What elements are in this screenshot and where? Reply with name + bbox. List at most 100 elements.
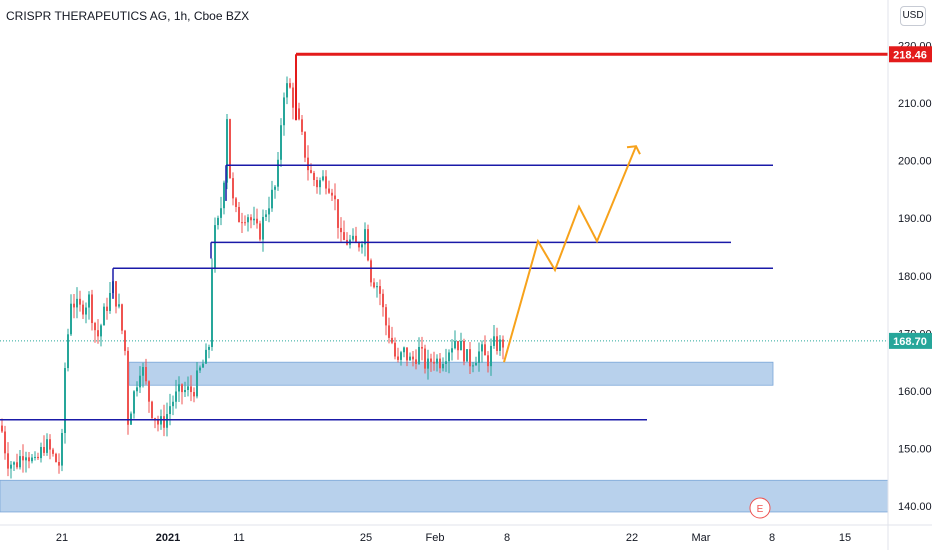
- candle-body: [85, 307, 87, 315]
- candle-body: [139, 375, 141, 388]
- candle-body: [211, 267, 213, 347]
- x-tick-label: 8: [504, 532, 510, 544]
- candle-body: [13, 462, 15, 465]
- candle-body: [478, 351, 480, 363]
- candle-body: [415, 359, 417, 364]
- candle-body: [280, 125, 282, 160]
- candle-body: [490, 345, 492, 367]
- zone-layer: [0, 361, 889, 513]
- candle-body: [148, 381, 150, 402]
- candle-body: [79, 298, 81, 305]
- candle-body: [7, 453, 9, 469]
- x-tick-label: 8: [769, 532, 775, 544]
- candle-body: [340, 227, 342, 233]
- candle-body: [292, 87, 294, 108]
- candle-body: [394, 342, 396, 357]
- candle-body: [34, 456, 36, 458]
- candle-body: [232, 178, 234, 199]
- x-tick-label: 11: [233, 532, 244, 544]
- candle-body: [10, 464, 12, 469]
- candle-body: [427, 358, 429, 369]
- candle-body: [358, 242, 360, 248]
- candle-body: [184, 389, 186, 393]
- candle-body: [442, 363, 444, 369]
- candle-body: [226, 119, 228, 183]
- x-tick-label: Mar: [692, 532, 711, 544]
- candle-body: [286, 83, 288, 98]
- candle-body: [328, 188, 330, 193]
- candle-body: [373, 282, 375, 288]
- candle-body: [253, 218, 255, 221]
- candle-body: [223, 182, 225, 209]
- y-tick-label: 150.00: [898, 444, 932, 456]
- candle-body: [229, 119, 231, 179]
- candle-body: [367, 229, 369, 261]
- candle-body: [58, 461, 60, 466]
- candle-body: [403, 347, 405, 353]
- candle-body: [28, 457, 30, 462]
- x-tick-label: 2021: [156, 532, 180, 544]
- candle-body: [370, 260, 372, 283]
- candle-body: [289, 83, 291, 88]
- candle-body: [361, 244, 363, 248]
- currency-button[interactable]: USD: [900, 6, 926, 26]
- projection-arrowhead: [626, 145, 641, 155]
- candle-body: [208, 346, 210, 350]
- y-tick-label: 140.00: [898, 501, 932, 513]
- candle-body: [298, 108, 300, 120]
- candle-body: [283, 97, 285, 126]
- candle-body: [169, 406, 171, 415]
- candle-body: [250, 217, 252, 221]
- candle-body: [466, 349, 468, 362]
- high-price-label: 218.46: [893, 49, 927, 61]
- y-tick-label: 180.00: [898, 271, 932, 283]
- candle-body: [364, 229, 366, 245]
- y-tick-label: 200.00: [898, 156, 932, 168]
- candle-body: [355, 235, 357, 243]
- candle-body: [352, 235, 354, 240]
- candle-body: [424, 348, 426, 369]
- candle-body: [31, 457, 33, 462]
- candle-body: [52, 449, 54, 454]
- candle-body: [301, 119, 303, 132]
- demand-zone: [128, 361, 774, 386]
- candle-body: [136, 387, 138, 392]
- candle-body: [487, 355, 489, 367]
- candle-body: [304, 131, 306, 158]
- candle-body: [454, 341, 456, 349]
- candle-body: [412, 356, 414, 360]
- candle-body: [457, 341, 459, 351]
- chart-title: CRISPR THERAPEUTICS AG, 1h, Cboe BZX: [6, 9, 250, 23]
- candle-body: [337, 199, 339, 228]
- candle-body: [205, 349, 207, 364]
- candle-body: [175, 391, 177, 402]
- candle-body: [238, 206, 240, 223]
- candle-body: [121, 304, 123, 331]
- candle-body: [265, 214, 267, 217]
- candle-body: [448, 352, 450, 362]
- candle-body: [418, 346, 420, 364]
- candle-body: [331, 192, 333, 196]
- y-tick-label: 190.00: [898, 213, 932, 225]
- candle-body: [217, 217, 219, 226]
- y-tick-label: 210.00: [898, 98, 932, 110]
- candle-body: [256, 218, 258, 224]
- candle-body: [103, 306, 105, 326]
- earnings-badge-icon: [749, 497, 771, 519]
- candle-body: [151, 401, 153, 419]
- candle-body: [49, 439, 51, 450]
- candle-body: [502, 339, 504, 348]
- projection-path: [503, 145, 637, 363]
- candle-body: [235, 198, 237, 207]
- x-tick-label: 25: [360, 532, 372, 544]
- y-tick-label: 160.00: [898, 386, 932, 398]
- candle-body: [22, 456, 24, 461]
- candle-body: [433, 361, 435, 364]
- candle-body: [247, 217, 249, 223]
- candle-body: [376, 286, 378, 288]
- candle-body: [325, 176, 327, 189]
- candle-body: [439, 358, 441, 369]
- candle-body: [259, 223, 261, 240]
